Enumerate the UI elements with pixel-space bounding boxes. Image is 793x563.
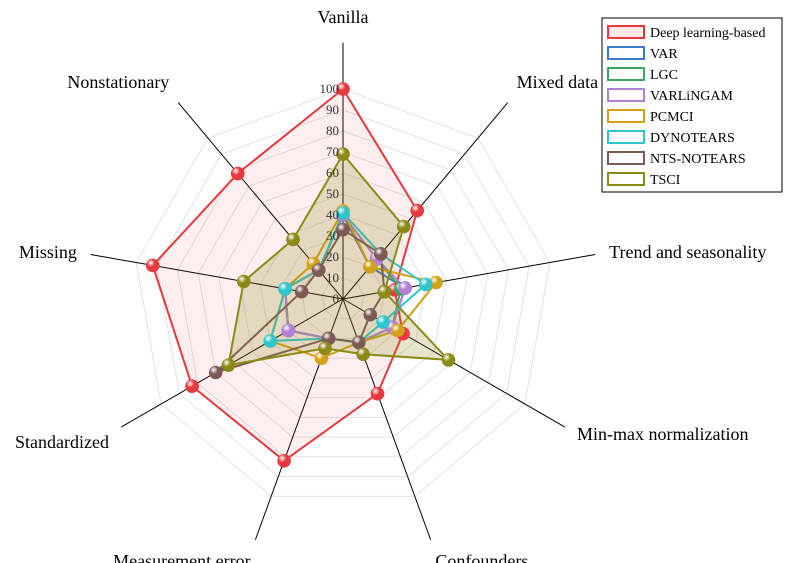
legend-swatch [607, 109, 645, 123]
legend-swatch [607, 88, 645, 102]
axis-labels: Vanilla Mixed data Trend and seasonality Mi… [15, 7, 766, 563]
tick-label: 50 [326, 186, 339, 201]
grid-ring [135, 88, 551, 497]
grid-ring [321, 277, 365, 320]
axis-label: Standardized [15, 432, 109, 452]
legend-entry: Deep learning-based [650, 26, 765, 41]
legend-entry: VARLiNGAM [650, 89, 734, 104]
axis-label: Min-max normalization [577, 424, 748, 444]
data-point [363, 260, 377, 274]
tick-label: 70 [326, 144, 339, 159]
legend-swatch [607, 46, 645, 60]
data-point [281, 323, 296, 338]
data-point [390, 323, 405, 338]
data-point [418, 277, 433, 292]
tick-label: 0 [333, 291, 340, 306]
legend-entry: VAR [650, 47, 678, 62]
legend-entry: DYNOTEARS [650, 131, 735, 146]
tick-label: 80 [326, 123, 339, 138]
legend-entry: PCMCI [650, 110, 694, 125]
legend-swatch [607, 25, 645, 39]
legend-swatch [607, 67, 645, 81]
legend-entry: LGC [650, 68, 678, 83]
data-point [263, 334, 278, 348]
data-point [370, 386, 385, 401]
data-point [352, 335, 366, 350]
grid-ring [301, 256, 385, 339]
data-point [396, 219, 411, 234]
axis-label: Vanilla [318, 7, 369, 27]
axis-label: Missing [19, 242, 77, 262]
legend-swatch [607, 130, 645, 144]
tick-label: 60 [326, 165, 339, 180]
data-point [377, 284, 392, 299]
data-point [336, 82, 350, 96]
data-point [185, 379, 199, 393]
data-point [410, 203, 425, 218]
data-point [336, 206, 350, 220]
series-line-7 [227, 153, 450, 367]
axis-label: Mixed data [517, 72, 598, 92]
data-point [230, 166, 245, 181]
series-line-6 [214, 228, 386, 374]
legend-entry: NTS-NOTEARS [650, 152, 746, 167]
legend-swatch [607, 172, 645, 186]
axis-label: Measurement error [113, 551, 250, 563]
radar-series [145, 82, 456, 468]
tick-label: 20 [326, 249, 339, 264]
data-point [318, 341, 332, 356]
legend-swatch [607, 151, 645, 165]
legend-entry: TSCI [650, 173, 681, 188]
axis-label: Confounders [435, 551, 528, 563]
tick-label: 90 [326, 102, 339, 117]
grid-ring [197, 151, 489, 438]
grid-ring [177, 130, 509, 458]
axis-label: Nonstationary [67, 72, 169, 92]
axis-label: Trend and seasonality [609, 242, 766, 262]
data-point [236, 274, 251, 289]
tick-label: 30 [326, 228, 339, 243]
data-point [145, 258, 160, 273]
tick-label: 40 [326, 207, 339, 222]
data-point [294, 284, 309, 299]
data-point [356, 347, 370, 362]
data-point [277, 454, 291, 468]
data-point [373, 247, 388, 261]
data-point [278, 281, 292, 296]
data-point [398, 281, 412, 295]
data-point [363, 307, 378, 322]
data-point [311, 263, 326, 277]
data-point [221, 358, 236, 372]
data-point [208, 365, 223, 380]
grid-ring [280, 235, 406, 359]
data-point [376, 315, 390, 329]
data-point [336, 147, 350, 161]
data-point [441, 353, 456, 367]
grid-ring [156, 109, 530, 478]
tick-label: 10 [326, 270, 339, 285]
data-point [286, 232, 300, 247]
grid-ring [239, 193, 447, 399]
tick-label: 100 [320, 81, 340, 96]
data-point [336, 222, 350, 237]
grid-ring [259, 214, 427, 379]
legend: Deep learning-based VAR LGC VARLiNGAM PCMCI D… [601, 17, 783, 193]
radial-tick-labels: 0 10 20 30 40 50 60 70 80 90 100 [320, 81, 340, 306]
